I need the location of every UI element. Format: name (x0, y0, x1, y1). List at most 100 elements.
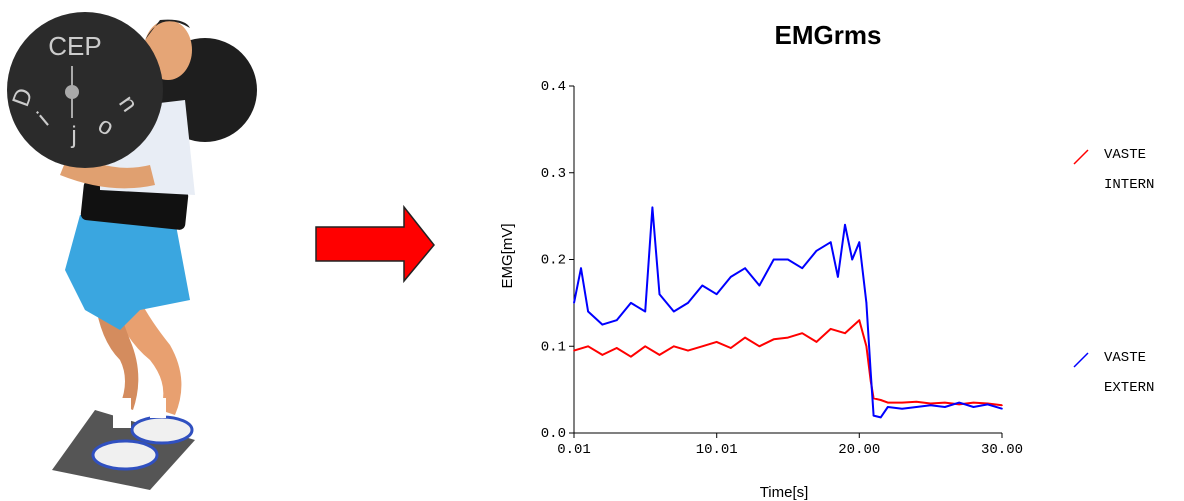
plot-area (573, 206, 1003, 419)
data-point (715, 293, 718, 296)
data-point (772, 338, 775, 341)
front-plate (7, 12, 163, 168)
data-point (972, 406, 975, 408)
data-point (658, 293, 661, 296)
data-point (672, 310, 675, 313)
right-arrow (315, 205, 435, 284)
data-point (986, 403, 989, 406)
data-point (644, 310, 647, 313)
data-point (701, 284, 704, 287)
emg-chart: EMGrms EMG[mV] Time[s] 0.00.10.20.30.40.… (499, 20, 1154, 501)
data-point (869, 371, 872, 374)
data-point (630, 302, 632, 304)
data-point (865, 302, 868, 304)
data-point (687, 302, 689, 304)
data-point (958, 403, 960, 406)
data-point (801, 267, 804, 269)
x-tick-label: 10.01 (696, 442, 738, 458)
data-point (573, 302, 575, 304)
legs (110, 300, 182, 415)
legend-label: VASTE (1104, 147, 1146, 163)
x-tick-label: 20.00 (838, 442, 880, 458)
data-point (744, 267, 746, 269)
data-point (879, 416, 882, 419)
data-point (944, 401, 946, 404)
data-point (687, 349, 689, 352)
legend-label: VASTE (1104, 350, 1146, 366)
data-point (772, 258, 775, 261)
x-axis-label: Time[s] (760, 484, 809, 501)
data-point (837, 276, 839, 278)
data-point (844, 332, 846, 335)
data-point (672, 345, 675, 348)
legend-label: EXTERN (1104, 380, 1154, 396)
data-point (887, 406, 889, 408)
plate-text-cep: CEP (48, 31, 101, 61)
data-point (901, 401, 903, 404)
sock-back (113, 398, 131, 428)
data-point (730, 347, 732, 349)
legend-label: INTERN (1104, 177, 1154, 193)
y-tick-label: 0.4 (541, 79, 566, 95)
data-point (872, 414, 875, 417)
y-axis-label: EMG[mV] (499, 223, 516, 288)
y-tick-label: 0.0 (541, 426, 566, 442)
data-point (1001, 407, 1003, 410)
data-point (887, 401, 889, 404)
weightlifter-illustration: CEP Dij on (7, 12, 257, 490)
data-point (801, 332, 804, 335)
data-point (730, 276, 732, 278)
data-point (630, 355, 632, 358)
x-tick-label: 30.00 (981, 442, 1023, 458)
data-point (651, 206, 654, 209)
y-tick-label: 0.1 (541, 339, 566, 355)
data-point (865, 345, 868, 348)
arrow-shape (315, 205, 435, 284)
data-point (958, 401, 960, 404)
chart-title: EMGrms (775, 20, 882, 50)
data-point (972, 401, 975, 404)
data-point (580, 267, 582, 269)
data-point (658, 354, 661, 356)
data-point (615, 347, 618, 349)
data-point (573, 349, 575, 352)
data-point (901, 407, 903, 410)
data-point (844, 224, 846, 226)
data-point (879, 399, 882, 401)
plate-letter: j (70, 122, 76, 149)
data-point (587, 310, 589, 313)
legend-swatch (1073, 352, 1089, 368)
data-point (701, 345, 704, 348)
data-point (787, 258, 789, 261)
data-point (929, 404, 932, 407)
data-point (829, 328, 832, 330)
data-point (944, 406, 946, 408)
series-line-vaste-extern (573, 206, 1003, 419)
shoe-back (91, 439, 159, 471)
data-point (758, 345, 761, 348)
legend-swatch (1073, 149, 1089, 165)
shorts (65, 215, 190, 330)
data-point (858, 241, 861, 243)
data-point (815, 250, 818, 252)
data-point (851, 258, 853, 261)
shoe-front (130, 415, 194, 445)
data-point (815, 341, 818, 343)
data-point (829, 241, 832, 243)
y-tick-label: 0.3 (541, 166, 566, 182)
data-point (744, 336, 746, 339)
data-point (587, 345, 589, 348)
data-point (929, 402, 932, 405)
data-point (787, 336, 789, 339)
data-point (615, 319, 618, 322)
y-tick-label: 0.2 (541, 253, 566, 269)
data-point (758, 284, 761, 287)
data-point (715, 341, 718, 343)
data-point (601, 354, 604, 356)
x-tick-label: 0.01 (557, 442, 591, 458)
data-point (858, 319, 861, 322)
axes: 0.0 0.1 0.2 0.3 0.4 0.01 10.01 20.00 30.00 (541, 79, 1023, 458)
data-point (601, 323, 604, 326)
series-line-vaste-intern (573, 319, 1003, 407)
data-point (644, 345, 647, 348)
